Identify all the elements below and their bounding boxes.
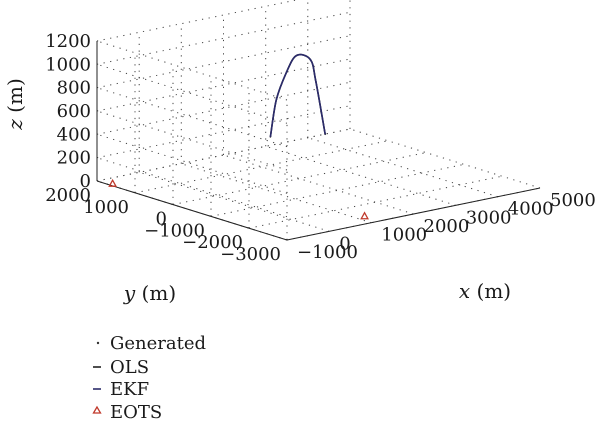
y-tick-label: 1000	[83, 197, 129, 218]
x-axis-label: x (m)	[459, 279, 511, 303]
floor-gridline-x	[349, 128, 541, 189]
x-axis-line	[286, 187, 541, 241]
floor-gridline-y	[210, 163, 465, 217]
y-axis-line	[96, 180, 288, 241]
z-tick-label: 200	[57, 148, 91, 169]
x-tick-label: 1000	[381, 225, 427, 246]
series-layer	[108, 53, 369, 220]
leftwall-gridline-z	[96, 133, 288, 194]
backwall-gridline-z	[96, 35, 351, 89]
legend-item-eots: EOTS	[92, 402, 162, 423]
tick-labels: 020040060080010001200−3000−2000−10000100…	[45, 31, 596, 265]
floor-gridline-y	[248, 175, 503, 229]
z-tick-label: 0	[80, 171, 91, 192]
floor-gridline-x	[265, 145, 456, 206]
legend-label-eots: EOTS	[110, 402, 162, 423]
z-tick-label: 1000	[45, 54, 91, 75]
y-axis-var: y	[123, 281, 136, 305]
leftwall-gridline-z	[96, 63, 288, 124]
legend-item-generated: Generated	[96, 333, 206, 354]
x-tick-label: 2000	[424, 216, 470, 237]
legend-marker-eots	[92, 405, 102, 414]
backwall-gridline-z	[96, 11, 351, 65]
x-tick-label: 3000	[466, 207, 512, 228]
z-tick-label: 1200	[45, 31, 91, 52]
x-tick-label: 0	[339, 233, 350, 254]
series-line-ols	[269, 53, 326, 138]
y-tick-label: 0	[156, 209, 167, 230]
legend-marker-generated	[96, 341, 100, 345]
floor-gridline-x	[307, 137, 498, 198]
x-axis-var: x	[459, 279, 470, 303]
leftwall-gridline-z	[96, 110, 288, 171]
y-axis-label: y (m)	[123, 281, 176, 305]
floor-gridline-y	[134, 140, 389, 194]
legend-item-ols: OLS	[93, 357, 149, 378]
series-marker-eots	[360, 211, 369, 220]
floor-gridline-x	[223, 154, 414, 215]
z-tick-label: 400	[57, 124, 91, 145]
leftwall-gridline-z	[96, 87, 288, 148]
leftwall-gridline-z	[96, 40, 288, 101]
y-tick-label: −2000	[182, 232, 243, 253]
z-tick-label: 600	[57, 101, 91, 122]
backwall-gridline-z	[96, 105, 351, 159]
series-marker-eots	[108, 178, 118, 187]
floor-gridline-y	[172, 152, 427, 206]
y-axis-unit: (m)	[142, 281, 177, 305]
legend-label-generated: Generated	[110, 333, 206, 354]
legend-label-ols: OLS	[110, 357, 149, 378]
series-line-ekf	[269, 53, 326, 138]
y-tick-label: −1000	[144, 220, 205, 241]
x-tick-label: 5000	[550, 190, 596, 211]
x-axis-unit: (m)	[477, 279, 512, 303]
grid-layer	[96, 0, 541, 241]
x-tick-label: 4000	[508, 199, 554, 220]
backwall-gridline-z	[96, 58, 351, 112]
z-axis-label: z (m)	[3, 78, 27, 130]
x-tick-label: −1000	[297, 242, 358, 263]
y-tick-label: 2000	[45, 185, 91, 206]
legend-label-ekf: EKF	[110, 379, 149, 400]
z-axis-var: z	[3, 119, 27, 131]
z-axis-unit: (m)	[3, 78, 27, 113]
y-tick-label: −3000	[220, 244, 281, 265]
backwall-gridline-z	[96, 128, 351, 182]
legend: Generated OLS EKF EOTS	[92, 333, 206, 423]
backwall-gridline-z	[96, 81, 351, 135]
z-tick-label: 800	[57, 78, 91, 99]
legend-item-ekf: EKF	[93, 379, 149, 400]
